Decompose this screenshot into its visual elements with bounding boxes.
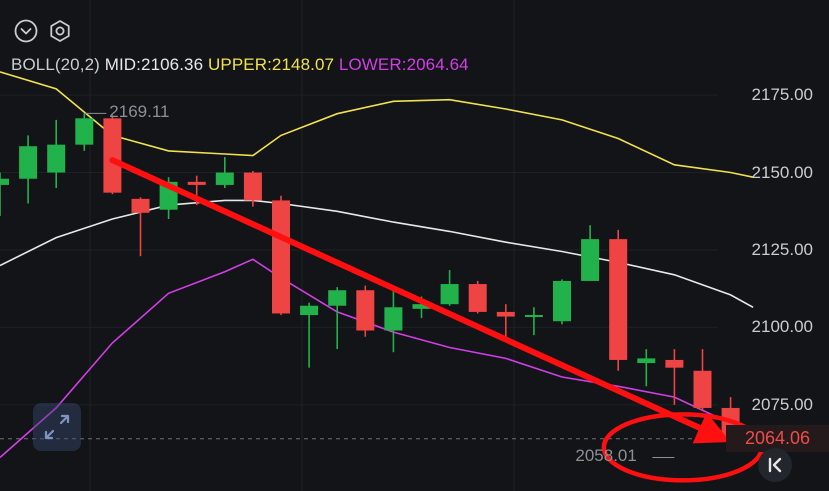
trend-arrow-head xyxy=(692,412,731,444)
indicator-legend: BOLL(20,2) MID:2106.36 UPPER:2148.07 LOW… xyxy=(11,55,469,75)
high-price-label: 2169.11 xyxy=(109,102,170,122)
candle-body xyxy=(187,181,206,185)
gear-icon[interactable] xyxy=(48,19,72,43)
candle-body xyxy=(131,198,150,213)
candle-body xyxy=(524,315,543,318)
candle-body xyxy=(412,304,431,309)
candle-body xyxy=(553,280,571,322)
indicator-name: BOLL(20,2) xyxy=(11,55,100,74)
candle-body xyxy=(0,178,9,185)
candle-body xyxy=(19,146,38,179)
price-tick: 2150.00 xyxy=(751,162,813,182)
mid-label: MID: xyxy=(104,55,142,74)
candle-body xyxy=(243,172,262,201)
price-tick: 2175.00 xyxy=(751,85,813,105)
price-tick: 2075.00 xyxy=(751,394,813,414)
candle-body xyxy=(637,358,656,364)
candle-body xyxy=(665,359,684,368)
candle-body xyxy=(468,284,487,312)
lower-value: 2064.64 xyxy=(406,55,469,74)
band-line-mid xyxy=(0,199,754,309)
expand-button[interactable] xyxy=(33,403,81,451)
candle-body xyxy=(75,118,94,145)
candle-body xyxy=(356,290,375,331)
low-price-label: 2058.01 xyxy=(575,446,637,466)
expand-icon xyxy=(44,414,70,440)
candle-body xyxy=(47,144,66,173)
price-tick: 2100.00 xyxy=(751,317,813,337)
lower-label: LOWER: xyxy=(338,55,407,74)
candle-body xyxy=(496,311,515,317)
mid-value: 2106.36 xyxy=(141,55,204,74)
upper-label: UPPER: xyxy=(208,55,272,74)
scroll-to-start-button[interactable] xyxy=(758,448,792,482)
candle-body xyxy=(328,290,347,306)
last-price-tag: 2064.06 xyxy=(726,425,829,452)
candle-body xyxy=(272,200,290,314)
candle-body xyxy=(103,118,122,193)
price-tick: 2125.00 xyxy=(751,239,813,259)
trend-arrow-line xyxy=(109,157,703,431)
candle-body xyxy=(581,239,600,281)
candle-body xyxy=(693,370,712,408)
chevron-down-icon[interactable] xyxy=(14,19,38,43)
candle-body xyxy=(215,172,234,185)
candle-body xyxy=(440,284,459,305)
candle-body xyxy=(609,239,628,360)
candle-body xyxy=(300,305,319,316)
upper-value: 2148.07 xyxy=(271,55,335,74)
candle-body xyxy=(384,307,403,331)
scroll-to-start-icon xyxy=(768,457,782,473)
band-line-upper xyxy=(0,71,754,178)
